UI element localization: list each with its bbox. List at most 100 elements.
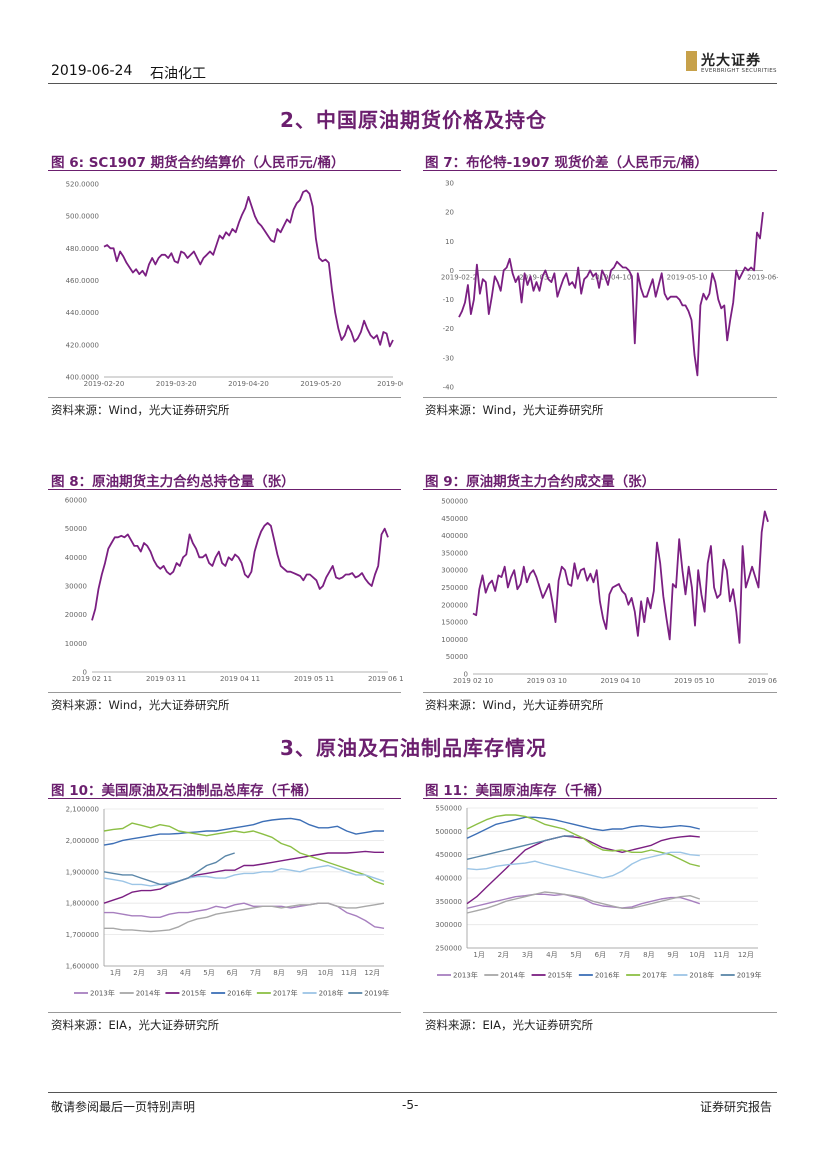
x-tick-label: 8月 <box>643 951 654 959</box>
series-line-2015年 <box>466 835 700 905</box>
y-tick-label: 520.0000 <box>66 181 99 189</box>
x-tick-label: 12月 <box>738 951 754 959</box>
y-tick-label: 100000 <box>441 636 468 644</box>
legend-label: 2019年 <box>737 971 762 980</box>
legend-label: 2018年 <box>319 989 344 998</box>
x-tick-label: 2019-06- <box>377 380 403 388</box>
x-tick-label: 6月 <box>227 969 238 977</box>
x-tick-label: 9月 <box>297 969 308 977</box>
y-tick-label: 350000 <box>441 549 468 557</box>
y-tick-label: -20 <box>443 325 454 333</box>
x-tick-label: 2019 05 11 <box>294 675 334 683</box>
series-line-2013年 <box>466 893 701 909</box>
y-tick-label: 200000 <box>441 601 468 609</box>
figure-10-bottom-rule <box>48 1012 401 1013</box>
y-tick-label: 250000 <box>435 945 462 953</box>
x-tick-label: 2019-02-2 <box>441 273 477 281</box>
series-line-2016年 <box>466 816 700 839</box>
y-tick-label: 60000 <box>65 497 87 505</box>
y-tick-label: 500.0000 <box>66 213 99 221</box>
y-tick-label: 450000 <box>441 515 468 523</box>
figure-10-title: 图 10：美国原油及石油制品总库存（千桶） <box>51 783 318 799</box>
figure-7-title: 图 7：布伦特-1907 现货价差（人民币元/桶） <box>425 155 708 171</box>
legend-label: 2016年 <box>595 971 620 980</box>
figure-8-source: 资料来源：Wind，光大证券研究所 <box>51 698 230 712</box>
figure-8-title: 图 8：原油期货主力合约总持仓量（张） <box>51 474 295 490</box>
series-line-2018年 <box>103 864 385 887</box>
y-tick-label: 480.0000 <box>66 245 99 253</box>
x-tick-label: 2019 03 10 <box>527 677 567 685</box>
x-tick-label: 3月 <box>522 951 533 959</box>
y-tick-label: 420.0000 <box>66 341 99 349</box>
x-tick-label: 11月 <box>714 951 730 959</box>
y-tick-label: 400000 <box>435 875 462 883</box>
y-tick-label: 1,900000 <box>66 868 99 876</box>
x-tick-label: 6月 <box>595 951 606 959</box>
logo-text: 光大证券 <box>701 53 761 69</box>
series-line-2019年 <box>466 835 574 860</box>
y-tick-label: 10 <box>445 238 454 246</box>
chart-trading-volume: 0 50000 100000 150000 200000 250000 300000 3500… <box>441 498 778 686</box>
chart-sc1907-settlement: 400.0000 420.0000 440.0000 460.0000 480.0000… <box>66 181 403 389</box>
x-tick-label: 5月 <box>203 969 214 977</box>
y-tick-label: 300000 <box>435 921 462 929</box>
x-tick-label: 2019 04 11 <box>220 675 260 683</box>
figure-7-source: 资料来源：Wind，光大证券研究所 <box>425 403 604 417</box>
legend-label: 2017年 <box>273 989 298 998</box>
figure-8-bottom-rule <box>48 692 401 693</box>
y-tick-label: 460.0000 <box>66 277 99 285</box>
figure-7-rule <box>423 170 777 171</box>
footer-disclaimer: 敬请参阅最后一页特别声明 <box>51 1100 196 1114</box>
legend-label: 2019年 <box>364 989 389 998</box>
x-tick-label: 7月 <box>250 969 261 977</box>
section-title-2: 2、中国原油期货价格及持仓 <box>280 108 547 132</box>
y-tick-label: 250000 <box>441 584 468 592</box>
x-tick-label: 2019 06 10 <box>748 677 778 685</box>
y-tick-label: 0 <box>83 669 87 677</box>
x-tick-label: 8月 <box>273 969 284 977</box>
x-tick-label: 10月 <box>689 951 705 959</box>
page-number: -5- <box>402 1098 419 1112</box>
legend-label: 2014年 <box>500 971 525 980</box>
series-line-2015年 <box>103 850 384 904</box>
footer-report-type: 证券研究报告 <box>700 1100 773 1114</box>
x-tick-label: 2019-04-20 <box>228 380 269 388</box>
x-tick-label: 4月 <box>546 951 557 959</box>
footer-rule <box>48 1092 777 1093</box>
y-tick-label: 30 <box>445 180 454 188</box>
x-tick-label: 10月 <box>318 969 334 977</box>
legend-label: 2015年 <box>548 971 573 980</box>
y-tick-label: 0 <box>464 671 468 679</box>
figure-9-rule <box>423 489 777 490</box>
legend-label: 2018年 <box>689 971 714 980</box>
chart-us-crude-inventory: 250000 300000 350000 400000 450000 500000 5500… <box>435 805 762 980</box>
figure-8-rule <box>48 489 401 490</box>
series-line-2018年 <box>466 851 700 879</box>
y-tick-label: 50000 <box>65 525 87 533</box>
series-line-main <box>103 189 394 348</box>
y-tick-label: -40 <box>443 384 454 392</box>
series-line-2014年 <box>466 891 701 914</box>
figure-11-bottom-rule <box>423 1012 777 1013</box>
y-tick-label: 500000 <box>435 828 462 836</box>
series-line-main <box>458 211 764 377</box>
x-tick-label: 2019-02-20 <box>84 380 125 388</box>
y-tick-label: 20000 <box>65 611 87 619</box>
figure-7-bottom-rule <box>423 397 777 398</box>
x-tick-label: 2019-06- <box>747 273 778 281</box>
x-tick-label: 2月 <box>498 951 509 959</box>
y-tick-label: 1,700000 <box>66 931 99 939</box>
y-tick-label: 400.0000 <box>66 374 99 382</box>
series-line-2014年 <box>104 902 385 933</box>
y-tick-label: 2,100000 <box>66 806 99 814</box>
figure-6-title: 图 6: SC1907 期货合约结算价（人民币元/桶） <box>51 155 345 171</box>
x-tick-label: 2019 02 10 <box>453 677 493 685</box>
y-tick-label: 300000 <box>441 567 468 575</box>
series-line-2019年 <box>103 852 235 886</box>
x-tick-label: 9月 <box>667 951 678 959</box>
x-tick-label: 4月 <box>180 969 191 977</box>
figure-6-source: 资料来源：Wind，光大证券研究所 <box>51 403 230 417</box>
y-tick-label: 500000 <box>441 498 468 506</box>
y-tick-label: 450000 <box>435 851 462 859</box>
legend-label: 2013年 <box>453 971 478 980</box>
